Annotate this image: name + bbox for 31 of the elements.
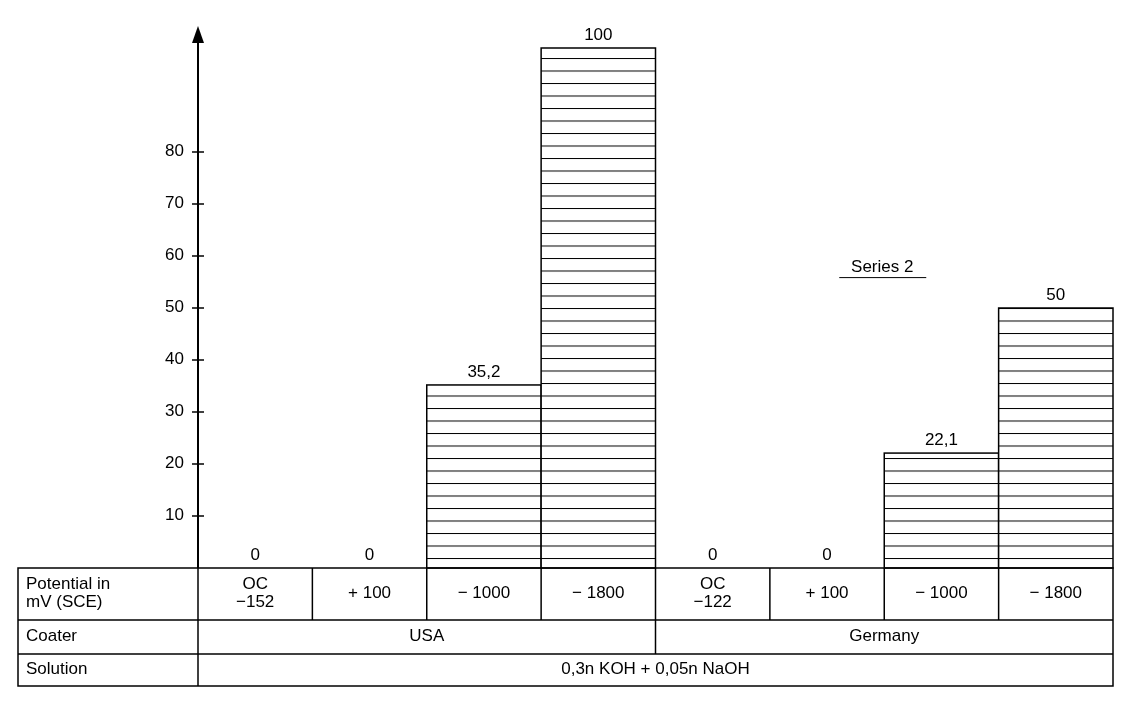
x-tick-label: − 1000 [457, 583, 511, 603]
text: Solution [26, 659, 88, 679]
data-label: 100 [584, 25, 613, 44]
y-tick-label: 20 [165, 453, 184, 473]
y-tick-label: 60 [165, 245, 184, 265]
annotation: Series 2 [851, 256, 914, 276]
x-tick-label: − 1800 [1029, 583, 1083, 603]
data-label: 0 [822, 545, 832, 564]
data-label: 0 [250, 545, 260, 564]
x-tick-label: + 100 [805, 583, 849, 603]
text: Coater [26, 626, 78, 646]
data-label: 0 [364, 545, 375, 564]
y-tick-label: 10 [165, 505, 184, 525]
text: Germany [849, 626, 920, 646]
x-tick-label: − 1000 [915, 583, 968, 603]
data-label: 22,1 [924, 430, 958, 450]
data-label: 50 [1046, 285, 1066, 304]
y-tick-label: 80 [165, 141, 184, 161]
data-label: 0 [707, 545, 718, 564]
text: 0,3n KOH + 0,05n NaOH [561, 659, 750, 679]
y-tick-label: 40 [165, 349, 184, 369]
y-tick-label: 30 [165, 401, 184, 421]
x-tick-label: OC −122 [693, 574, 732, 612]
x-tick-label: − 1800 [572, 583, 625, 603]
y-tick-label: 70 [165, 193, 184, 213]
y-tick-label: 50 [165, 297, 184, 317]
text: Potential in mV (SCE) [26, 574, 111, 612]
x-tick-label: OC −152 [236, 574, 275, 612]
x-tick-label: + 100 [348, 583, 392, 603]
data-label: 35,2 [467, 361, 501, 381]
text: USA [409, 626, 445, 646]
